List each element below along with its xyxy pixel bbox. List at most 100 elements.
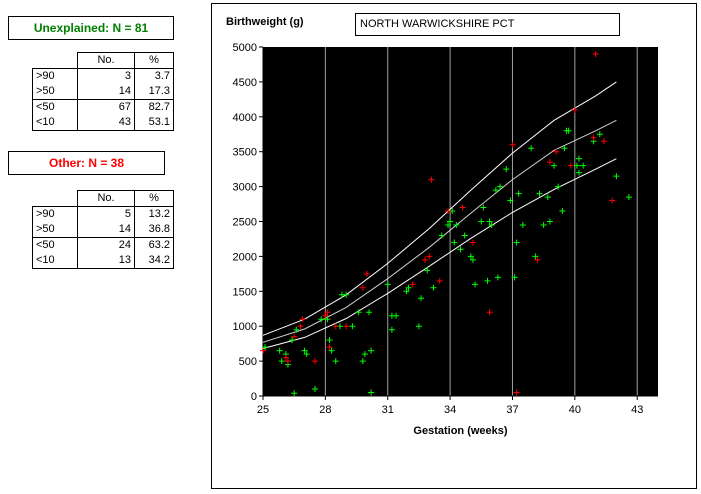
table-cell-pct: 34.2 [134, 253, 174, 269]
data-point [609, 197, 616, 204]
data-point [311, 358, 318, 365]
data-point [484, 277, 491, 284]
data-point [422, 256, 429, 263]
data-point [513, 389, 520, 396]
data-point [492, 187, 499, 194]
data-point [555, 183, 562, 190]
other-title: Other: N = 38 [8, 151, 165, 175]
table-header-cell [33, 191, 78, 207]
data-point [293, 326, 300, 333]
table-cell-no: 67 [77, 99, 135, 115]
data-point [565, 127, 572, 134]
data-point [480, 204, 487, 211]
data-point [515, 190, 522, 197]
data-point [424, 267, 431, 274]
data-point [303, 351, 310, 358]
data-point [368, 347, 375, 354]
table-cell-pct: 13.2 [134, 206, 174, 222]
data-point [511, 274, 518, 281]
table-cell-pct: 36.8 [134, 222, 174, 238]
data-point [299, 316, 306, 323]
table-header-row: No.% [33, 52, 174, 69]
data-point [260, 347, 266, 354]
data-point [513, 239, 520, 246]
y-tick-label: 3500 [233, 147, 257, 159]
data-point [349, 323, 356, 330]
data-point [576, 169, 582, 176]
x-tick-label: 40 [569, 404, 581, 416]
data-point [507, 197, 514, 204]
chart-frame: NORTH WARWICKSHIRE PCT 25 28 31 34 37 40 43 0 50… [211, 3, 697, 489]
reference-curve [262, 158, 617, 349]
data-point [571, 106, 578, 113]
data-point [546, 218, 553, 225]
data-point [445, 208, 452, 215]
table-row: <50 67 82.7 [32, 99, 174, 115]
data-point [519, 221, 526, 228]
x-tick-label: 43 [631, 404, 643, 416]
data-point [534, 256, 541, 263]
data-point [403, 288, 410, 295]
data-point [388, 326, 395, 333]
data-point [276, 347, 283, 354]
data-point [590, 134, 597, 141]
data-point [430, 284, 437, 291]
data-point [486, 218, 493, 225]
unexplained-title: Unexplained: N = 81 [8, 16, 174, 40]
table-cell-label: <10 [32, 115, 78, 131]
table-cell-no: 24 [77, 237, 135, 253]
data-point [546, 159, 553, 166]
data-point [318, 316, 325, 323]
data-point [469, 239, 476, 246]
data-point [540, 221, 547, 228]
table-header-cell: No. [77, 52, 135, 69]
data-point [457, 246, 464, 253]
data-point [343, 291, 350, 298]
y-tick-label: 5000 [233, 42, 257, 54]
data-point [426, 253, 433, 260]
data-point [625, 194, 632, 201]
data-point [328, 347, 335, 354]
data-point [297, 323, 304, 330]
data-point [447, 218, 454, 225]
data-point [436, 277, 443, 284]
table-row: >50 14 36.8 [32, 222, 174, 238]
data-point [472, 281, 479, 288]
data-point [278, 358, 285, 365]
table-header-row: No.% [33, 190, 174, 207]
data-point [384, 281, 391, 288]
data-point [332, 323, 339, 330]
data-point [324, 316, 331, 323]
table-cell-pct: 53.1 [134, 115, 174, 131]
table-cell-no: 13 [77, 253, 135, 269]
data-point [494, 274, 501, 281]
data-point [326, 344, 333, 351]
x-tick-label: 28 [319, 404, 331, 416]
data-point [459, 204, 466, 211]
data-point [418, 295, 424, 302]
data-point [363, 270, 370, 277]
y-tick-label: 2000 [233, 251, 257, 263]
data-point [461, 232, 468, 239]
data-point [366, 309, 373, 316]
y-tick-label: 500 [239, 356, 257, 368]
data-point [503, 166, 510, 173]
table-cell-no: 5 [77, 206, 135, 222]
data-point [324, 309, 331, 316]
data-point [438, 232, 445, 239]
other-title-text: Other: N = 38 [48, 156, 125, 170]
table-cell-no: 43 [77, 115, 135, 131]
x-tick-label: 34 [444, 404, 456, 416]
table-row: >50 14 17.3 [32, 84, 174, 100]
data-point [488, 221, 495, 228]
data-point [415, 323, 422, 330]
data-point [311, 386, 318, 393]
table-cell-pct: 3.7 [134, 68, 174, 84]
data-point [509, 141, 516, 148]
data-point [343, 323, 350, 330]
y-tick-label: 4500 [233, 77, 257, 89]
x-axis-label: Gestation (weeks) [413, 425, 507, 437]
table-header-cell: % [134, 52, 174, 69]
x-tick-label: 31 [382, 404, 394, 416]
y-axis-label: Birthweight (g) [226, 16, 304, 28]
